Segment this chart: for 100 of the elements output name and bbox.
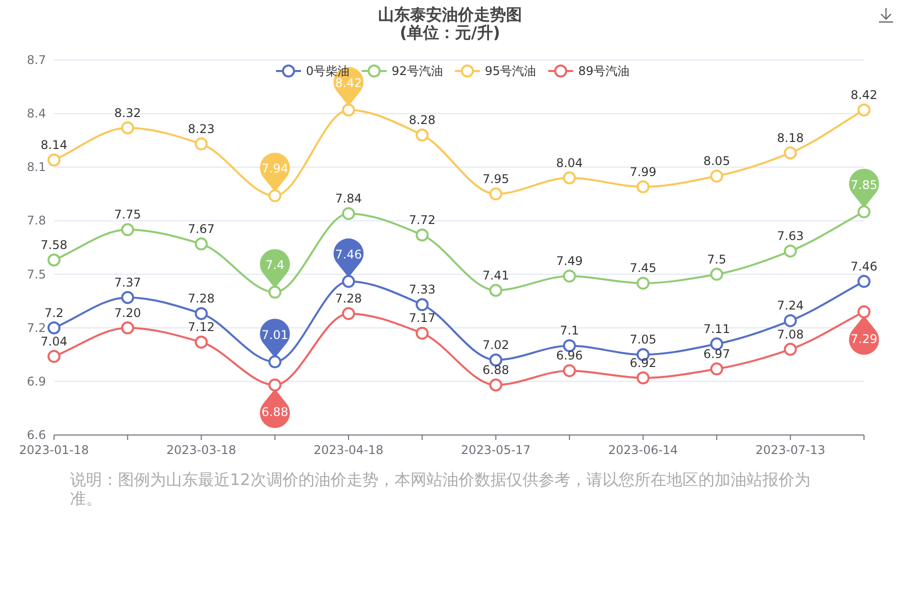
data-label: 7.04	[40, 334, 68, 348]
data-label: 7.28	[188, 292, 215, 306]
point	[784, 342, 797, 356]
point	[562, 364, 576, 378]
y-tick-label: 6.9	[26, 374, 46, 388]
y-tick-label: 8.4	[26, 106, 46, 121]
point	[562, 270, 576, 283]
point	[342, 207, 356, 220]
x-tick-label: 2023-01-18	[19, 443, 89, 457]
annotation: 6.88	[262, 405, 288, 419]
point	[784, 244, 797, 258]
data-label: 8.32	[114, 106, 141, 120]
data-label: 7.28	[335, 292, 362, 306]
point	[489, 284, 502, 297]
point	[121, 223, 134, 236]
annotation: 7.46	[335, 247, 362, 262]
point	[48, 254, 60, 266]
legend-label: 0号柴油	[306, 64, 350, 78]
x-tick-label: 2023-05-17	[460, 443, 531, 457]
data-label: 7.46	[850, 259, 878, 274]
annotation: 7.01	[262, 328, 288, 342]
point	[416, 326, 429, 340]
point	[858, 274, 870, 288]
annotation: 7.85	[850, 178, 878, 192]
point	[710, 268, 724, 281]
point	[710, 362, 724, 376]
data-label: 7.45	[630, 261, 656, 276]
point	[858, 104, 870, 116]
data-label: 7.02	[482, 338, 510, 352]
point	[268, 355, 282, 368]
data-label: 7.41	[482, 268, 510, 282]
point	[416, 128, 429, 142]
data-label: 7.72	[408, 213, 436, 227]
annotation: 7.94	[262, 162, 288, 176]
legend-label: 89号汽油	[578, 64, 630, 78]
x-tick-label: 2023-07-13	[755, 443, 826, 457]
data-label: 7.11	[703, 322, 730, 336]
point	[342, 104, 356, 116]
data-label: 6.92	[630, 356, 656, 370]
point	[489, 187, 502, 200]
data-label: 7.99	[630, 164, 656, 179]
data-label: 7.33	[408, 282, 436, 297]
y-tick-label: 8.1	[26, 160, 46, 174]
annotation: 7.29	[850, 332, 878, 346]
legend-label: 92号汽油	[392, 64, 443, 78]
data-label: 7.75	[114, 208, 141, 222]
point	[858, 305, 870, 318]
point	[194, 307, 208, 320]
point	[48, 154, 60, 166]
point	[416, 298, 429, 312]
data-label: 6.97	[703, 346, 730, 361]
point	[416, 228, 429, 242]
data-label: 8.42	[850, 88, 878, 102]
annotation: 8.42	[335, 76, 362, 90]
y-tick-label: 7.8	[26, 214, 46, 228]
x-tick-label: 2023-03-18	[166, 443, 236, 457]
data-label: 7.37	[114, 276, 141, 290]
pin: 7.46	[334, 238, 364, 278]
data-label: 8.18	[777, 130, 804, 145]
pin: 7.01	[260, 318, 290, 358]
data-label: 6.88	[482, 363, 510, 377]
data-label: 7.20	[114, 306, 141, 320]
chart-subtitle: (单位：元/升)	[400, 23, 500, 42]
data-label: 7.84	[335, 192, 362, 206]
point	[121, 321, 134, 334]
data-label: 8.04	[556, 156, 583, 170]
data-label: 7.2	[44, 306, 64, 320]
pin: 7.94	[260, 152, 290, 192]
legend-label: 95号汽油	[484, 64, 536, 78]
point	[268, 189, 282, 202]
data-label: 6.96	[556, 348, 583, 363]
point	[121, 121, 134, 134]
data-label: 8.05	[703, 154, 730, 168]
data-label: 8.14	[40, 138, 68, 152]
point	[48, 321, 60, 334]
y-tick-label: 6.6	[26, 428, 46, 442]
text: 说明：图例为山东最近12次调价的油价走势，本网站油价数据仅供参考，请以您所在地区的加油站报价为准。	[70, 470, 812, 508]
point	[636, 371, 650, 384]
y-tick-label: 7.2	[26, 320, 46, 335]
point	[268, 378, 282, 392]
data-label: 7.24	[777, 298, 804, 313]
data-label: 7.08	[777, 327, 804, 342]
point	[342, 274, 356, 288]
point	[784, 146, 797, 160]
data-label: 8.28	[408, 113, 436, 127]
data-label: 7.12	[188, 320, 215, 334]
data-label: 7.17	[408, 311, 436, 326]
point	[562, 171, 576, 184]
point	[858, 205, 870, 218]
point	[194, 137, 208, 150]
point	[48, 350, 60, 363]
point	[489, 378, 502, 392]
point	[268, 286, 282, 299]
data-label: 7.5	[707, 252, 726, 266]
pin: 7.85	[849, 168, 879, 208]
point	[194, 336, 208, 349]
point	[710, 170, 724, 183]
chart-title: 山东泰安油价走势图	[378, 5, 522, 24]
point	[636, 180, 650, 194]
data-label: 7.58	[40, 238, 68, 252]
